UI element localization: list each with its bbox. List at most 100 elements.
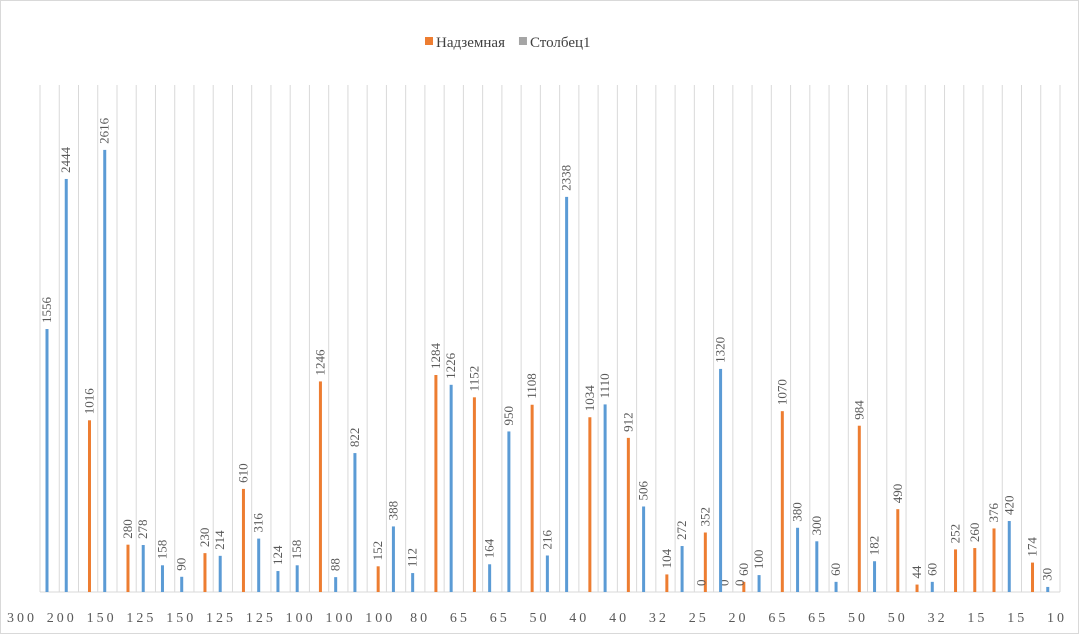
- data-label: 152: [370, 541, 385, 561]
- data-label: 0: [732, 580, 747, 587]
- x-tick-label: 80: [410, 611, 430, 626]
- x-tick-label: 125: [206, 611, 236, 626]
- data-label: 216: [539, 529, 554, 549]
- data-label: 316: [251, 513, 266, 533]
- bar: [545, 555, 549, 592]
- bar: [530, 404, 534, 592]
- x-tick-label: 100: [286, 611, 316, 626]
- x-tick-label: 10: [1047, 611, 1067, 626]
- bar: [757, 575, 761, 592]
- data-label: 272: [674, 521, 689, 541]
- legend-swatch: [518, 37, 527, 45]
- bar: [815, 541, 819, 592]
- x-tick-label: 40: [609, 611, 629, 626]
- data-label: 214: [212, 530, 227, 550]
- bar: [141, 545, 145, 592]
- x-tick-label: 150: [87, 611, 117, 626]
- bar: [45, 329, 49, 592]
- bar: [87, 420, 91, 592]
- data-label: 490: [890, 484, 905, 504]
- data-label: 60: [736, 563, 751, 576]
- data-label: 1034: [582, 385, 597, 412]
- bar: [64, 178, 68, 593]
- bar: [257, 538, 261, 592]
- data-label: 1284: [428, 343, 443, 370]
- x-tick-label: 100: [325, 611, 355, 626]
- x-tick-label: 20: [729, 611, 749, 626]
- bar: [434, 375, 438, 592]
- bar: [295, 565, 299, 592]
- data-label: 158: [289, 540, 304, 560]
- x-tick-label: 15: [967, 611, 987, 626]
- bar: [973, 548, 977, 592]
- data-label: 822: [347, 428, 362, 448]
- bar: [126, 544, 130, 592]
- data-label: 380: [790, 502, 805, 522]
- data-label: 1016: [81, 388, 96, 415]
- bar: [472, 397, 476, 592]
- bar: [992, 528, 996, 592]
- data-label: 912: [620, 412, 635, 432]
- data-label: 30: [1040, 568, 1055, 581]
- x-tick-label: 65: [490, 611, 510, 626]
- bar: [834, 581, 838, 592]
- x-tick-label: 50: [848, 611, 868, 626]
- bar: [603, 404, 607, 592]
- bar: [411, 573, 415, 592]
- data-label: 90: [174, 558, 189, 571]
- bar: [626, 437, 630, 592]
- bar: [796, 527, 800, 592]
- bar: [241, 488, 245, 592]
- x-tick-label: 50: [888, 611, 908, 626]
- data-label: 0: [693, 580, 708, 587]
- data-label: 1556: [39, 297, 54, 324]
- bar: [353, 453, 357, 592]
- x-tick-label: 65: [768, 611, 788, 626]
- data-label: 164: [482, 538, 497, 558]
- data-label: 230: [197, 528, 212, 548]
- data-label: 420: [1001, 496, 1016, 516]
- bar: [719, 368, 723, 592]
- x-tick-label: 15: [1007, 611, 1027, 626]
- data-label: 1070: [774, 379, 789, 405]
- data-label: 1226: [443, 352, 458, 379]
- bar: [703, 532, 707, 592]
- x-tick-label: 32: [649, 611, 669, 626]
- data-label: 124: [270, 545, 285, 565]
- bar: [488, 564, 492, 592]
- x-tick-label: 65: [450, 611, 470, 626]
- data-label: 1320: [713, 337, 728, 363]
- data-label: 2338: [559, 165, 574, 191]
- x-tick-label: 65: [808, 611, 828, 626]
- bar: [642, 506, 646, 592]
- data-label: 984: [851, 400, 866, 420]
- data-label: 88: [328, 558, 343, 571]
- x-tick-label: 50: [530, 611, 550, 626]
- data-label: 0: [717, 580, 732, 587]
- data-label: 2444: [58, 146, 73, 173]
- bar: [160, 565, 164, 592]
- data-label: 174: [1025, 537, 1040, 557]
- legend-swatch: [425, 37, 433, 45]
- x-tick-label: 125: [126, 611, 156, 626]
- data-label: 506: [636, 480, 651, 500]
- x-tick-label: 100: [365, 611, 395, 626]
- bar: [449, 384, 453, 592]
- bar: [896, 509, 900, 592]
- bar: [680, 546, 684, 592]
- bar: [915, 584, 919, 592]
- bar: [1046, 586, 1050, 592]
- bar: [954, 549, 958, 592]
- data-label: 388: [385, 501, 400, 521]
- bar: [103, 149, 107, 592]
- bar: [1007, 521, 1011, 592]
- bar: [873, 561, 877, 592]
- bar: [203, 553, 207, 592]
- data-label: 1110: [597, 373, 612, 398]
- data-label: 280: [120, 519, 135, 539]
- bar: [857, 425, 861, 592]
- bar: [930, 581, 934, 592]
- bar: [318, 381, 322, 592]
- data-label: 300: [809, 516, 824, 536]
